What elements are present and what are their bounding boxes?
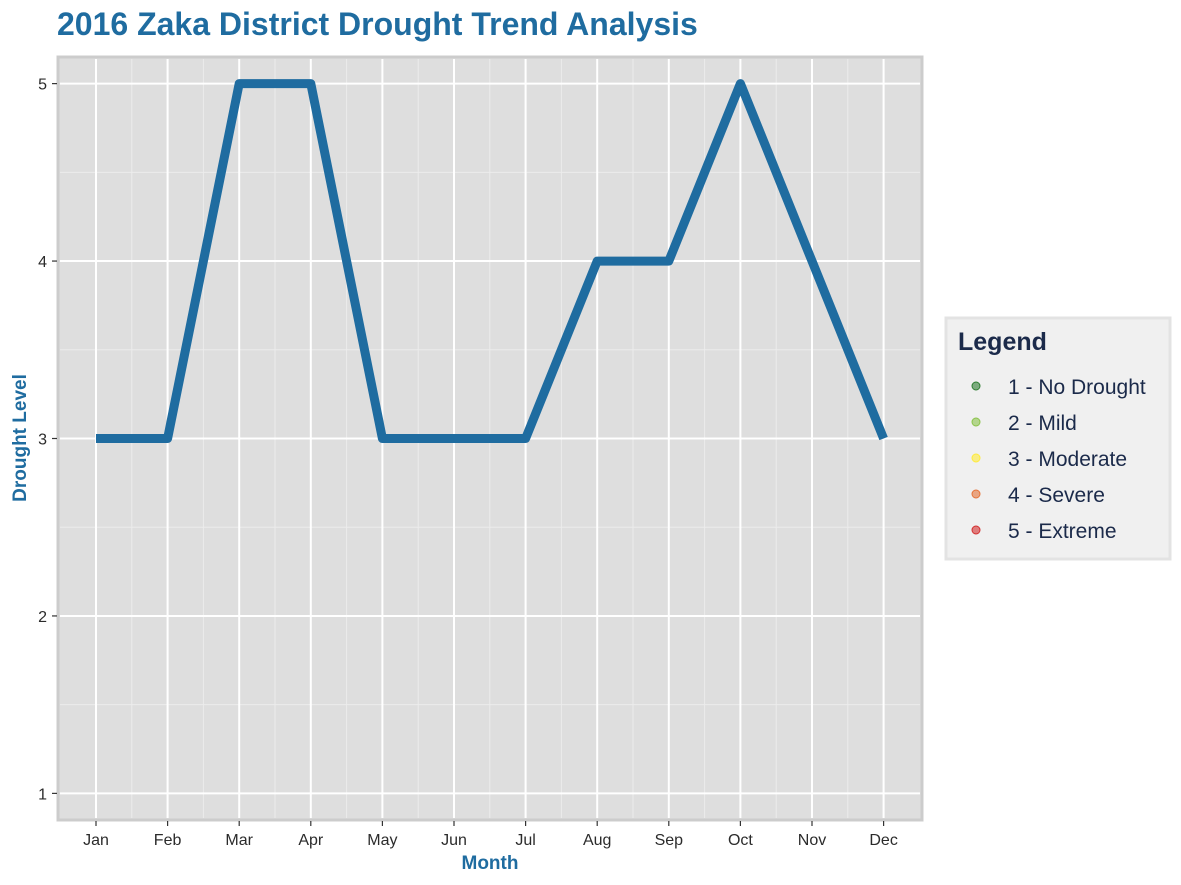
legend-label-5: 5 - Extreme: [1008, 520, 1117, 543]
legend-title: Legend: [958, 328, 1047, 356]
series-line: [96, 79, 888, 443]
y-tick-label: 2: [38, 609, 47, 626]
x-tick-label: Mar: [225, 832, 253, 849]
legend-key-5: [971, 525, 981, 535]
x-tick-label: Feb: [154, 832, 182, 849]
legend: Legend 1 - No Drought 2 - Mild 3 - Moderat…: [944, 316, 1172, 561]
legend-label-4: 4 - Severe: [1008, 484, 1105, 507]
x-tick-label: Oct: [728, 832, 753, 849]
x-tick-label: Sep: [655, 832, 684, 849]
x-tick-label: Jul: [515, 832, 535, 849]
legend-label-3: 3 - Moderate: [1008, 448, 1127, 471]
grid-lines: [60, 59, 920, 818]
x-tick-label: May: [367, 832, 397, 849]
x-axis-title: Month: [462, 853, 519, 874]
legend-key-3: [971, 453, 981, 463]
y-axis-title: Drought Level: [10, 374, 31, 502]
legend-key-4: [971, 489, 981, 499]
y-tick-label: 5: [38, 77, 47, 94]
series-layer: [95, 79, 888, 443]
y-tick-label: 3: [38, 432, 47, 449]
x-tick-label: Nov: [798, 832, 826, 849]
x-tick-label: Dec: [869, 832, 897, 849]
legend-key-2: [971, 417, 981, 427]
x-tick-label: Jan: [83, 832, 109, 849]
legend-box: [944, 316, 1172, 561]
x-tick-label: Jun: [441, 832, 467, 849]
legend-label-2: 2 - Mild: [1008, 412, 1077, 435]
chart-title: 2016 Zaka District Drought Trend Analysi…: [57, 6, 698, 42]
legend-key-1: [971, 381, 981, 391]
y-tick-label: 4: [38, 254, 47, 271]
x-tick-label: Aug: [583, 832, 611, 849]
legend-label-1: 1 - No Drought: [1008, 376, 1146, 399]
axis-ticks: Jan Feb Mar Apr May Jun Jul Aug Sep Oct Nov Dec 1 2 3 4…: [38, 77, 898, 849]
y-tick-label: 1: [38, 786, 47, 803]
x-tick-label: Apr: [298, 832, 324, 849]
